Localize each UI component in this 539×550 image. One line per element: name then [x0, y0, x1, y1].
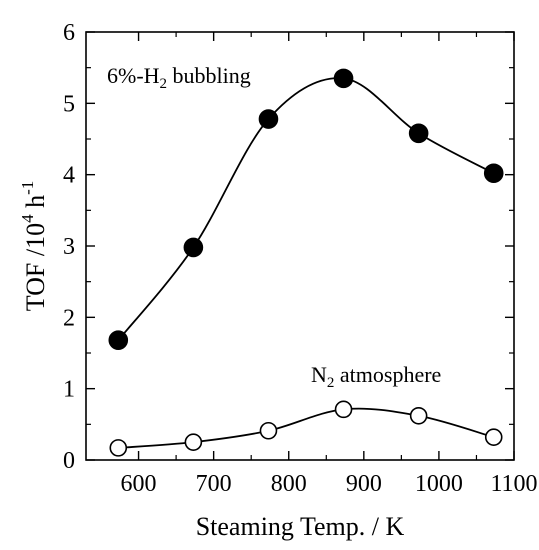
series-0-point — [333, 68, 354, 89]
x-tick-label: 800 — [271, 471, 307, 497]
series-0-point — [258, 109, 279, 129]
y-axis-title-exponent: 4 — [18, 214, 37, 223]
series-1-curve — [118, 407, 494, 449]
series-1-point — [184, 433, 203, 451]
axis-ticks: 600 700 800 900 1000 1100 0 1 2 3 4 5 6 — [63, 20, 538, 497]
data-points — [108, 68, 504, 457]
series-1-point — [259, 421, 278, 440]
series-0-point — [408, 123, 429, 144]
x-tick-label: 1100 — [490, 471, 537, 497]
series-0-point — [183, 237, 204, 258]
x-axis-title: Steaming Temp. / K — [196, 512, 405, 541]
y-axis-title-unit-exponent: -1 — [18, 181, 37, 195]
series-1-point — [409, 406, 428, 425]
series-1-point — [484, 428, 503, 446]
y-axis-title-unit: h — [21, 195, 50, 215]
series-label-n2: N2 atmosphere — [311, 362, 441, 391]
series-0-point — [108, 330, 129, 350]
y-axis-title-main: TOF /10 — [21, 223, 50, 311]
plot-frame — [85, 31, 515, 461]
series-label-h2: 6%-H2 bubbling — [107, 63, 251, 92]
series-1-point — [109, 439, 128, 457]
series-0-curve — [117, 77, 495, 341]
x-tick-label: 1000 — [415, 471, 463, 497]
y-tick-label: 3 — [63, 234, 75, 260]
y-tick-label: 1 — [63, 377, 75, 403]
y-tick-label: 4 — [63, 163, 75, 189]
x-tick-label: 600 — [121, 471, 157, 497]
y-tick-label: 2 — [63, 305, 75, 331]
y-tick-label: 0 — [63, 448, 75, 474]
y-axis-title: TOF /104 h-1 — [18, 181, 50, 312]
fit-curves — [117, 77, 495, 449]
x-tick-label: 700 — [196, 471, 232, 497]
x-tick-label: 900 — [346, 471, 382, 497]
y-tick-label: 5 — [63, 91, 75, 117]
series-0-point — [483, 163, 504, 184]
y-tick-label: 6 — [63, 20, 75, 46]
series-1-point — [334, 400, 353, 419]
